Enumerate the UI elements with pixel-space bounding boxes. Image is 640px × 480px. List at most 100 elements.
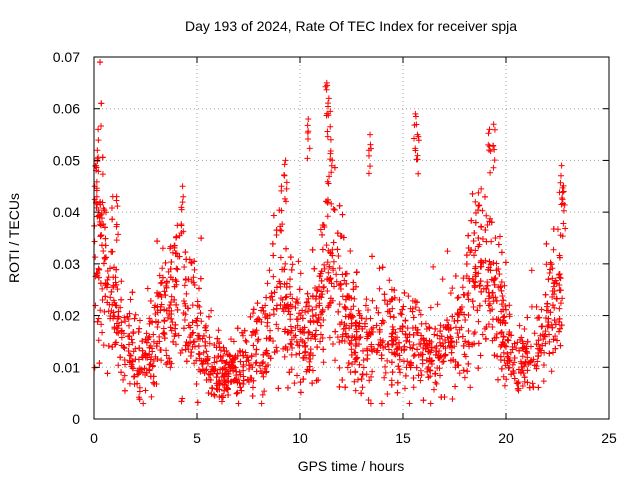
data-point: [323, 86, 330, 93]
data-point: [154, 323, 161, 330]
data-point: [465, 245, 472, 252]
data-point: [411, 135, 418, 142]
data-point: [185, 322, 192, 329]
data-point: [139, 354, 146, 361]
data-point: [321, 261, 328, 268]
data-point: [98, 100, 105, 107]
data-point: [417, 377, 424, 384]
data-point: [240, 377, 247, 384]
data-point: [146, 344, 153, 351]
data-point: [551, 288, 558, 295]
data-point: [242, 337, 249, 344]
data-point: [294, 316, 301, 323]
data-point: [547, 309, 554, 316]
data-point: [110, 297, 117, 304]
data-point: [379, 317, 386, 324]
data-point: [507, 349, 514, 356]
data-point: [472, 219, 479, 226]
data-point: [159, 265, 166, 272]
data-point: [242, 349, 249, 356]
data-point: [101, 224, 108, 231]
data-point: [465, 232, 472, 239]
data-point: [124, 313, 131, 320]
data-point: [97, 211, 104, 218]
data-point: [423, 357, 430, 364]
data-point: [266, 312, 273, 319]
data-point: [470, 238, 477, 245]
data-point: [287, 340, 294, 347]
data-point: [550, 291, 557, 298]
data-point: [423, 337, 430, 344]
data-point: [297, 270, 304, 277]
data-point: [273, 305, 280, 312]
data-point: [113, 329, 120, 336]
data-point: [536, 346, 543, 353]
data-point: [322, 83, 329, 90]
data-point: [171, 244, 178, 251]
data-point: [508, 332, 515, 339]
data-point: [400, 358, 407, 365]
data-point: [339, 331, 346, 338]
data-point: [157, 307, 164, 314]
x-tick-label: 10: [292, 430, 308, 446]
data-point: [233, 376, 240, 383]
data-point: [233, 390, 240, 397]
data-point: [521, 325, 528, 332]
data-point: [376, 285, 383, 292]
data-point: [254, 300, 261, 307]
data-point: [171, 283, 178, 290]
data-point: [121, 314, 128, 321]
data-point: [471, 340, 478, 347]
data-point: [215, 327, 222, 334]
data-point: [549, 275, 556, 282]
data-point: [513, 380, 520, 387]
data-point: [487, 261, 494, 268]
data-point: [384, 357, 391, 364]
data-point: [432, 325, 439, 332]
data-point: [217, 366, 224, 373]
data-point: [130, 373, 137, 380]
data-point: [485, 130, 492, 137]
data-point: [384, 391, 391, 398]
data-point: [320, 222, 327, 229]
data-point: [270, 306, 277, 313]
data-point: [347, 369, 354, 376]
data-point: [396, 366, 403, 373]
data-point: [415, 137, 422, 144]
data-point: [336, 339, 343, 346]
data-point: [323, 198, 330, 205]
data-point: [244, 376, 251, 383]
data-point: [399, 324, 406, 331]
data-point: [487, 307, 494, 314]
data-point: [437, 322, 444, 329]
data-point: [314, 287, 321, 294]
data-point: [126, 310, 133, 317]
data-point: [289, 344, 296, 351]
data-point: [327, 123, 334, 130]
data-point: [118, 327, 125, 334]
data-point: [314, 344, 321, 351]
data-point: [135, 356, 142, 363]
data-point: [562, 225, 569, 232]
data-point: [289, 295, 296, 302]
data-point: [179, 395, 186, 402]
data-point: [102, 293, 109, 300]
data-point: [354, 354, 361, 361]
data-point: [227, 378, 234, 385]
data-point: [324, 287, 331, 294]
data-point: [388, 296, 395, 303]
data-point: [157, 280, 164, 287]
data-point: [185, 305, 192, 312]
data-point: [118, 278, 125, 285]
data-point: [557, 179, 564, 186]
data-point: [269, 293, 276, 300]
data-point: [541, 333, 548, 340]
data-point: [271, 289, 278, 296]
data-point: [283, 245, 290, 252]
data-point: [500, 314, 507, 321]
data-point: [538, 306, 545, 313]
x-tick-label: 15: [395, 430, 411, 446]
data-point: [391, 287, 398, 294]
data-point: [375, 309, 382, 316]
data-point: [489, 324, 496, 331]
